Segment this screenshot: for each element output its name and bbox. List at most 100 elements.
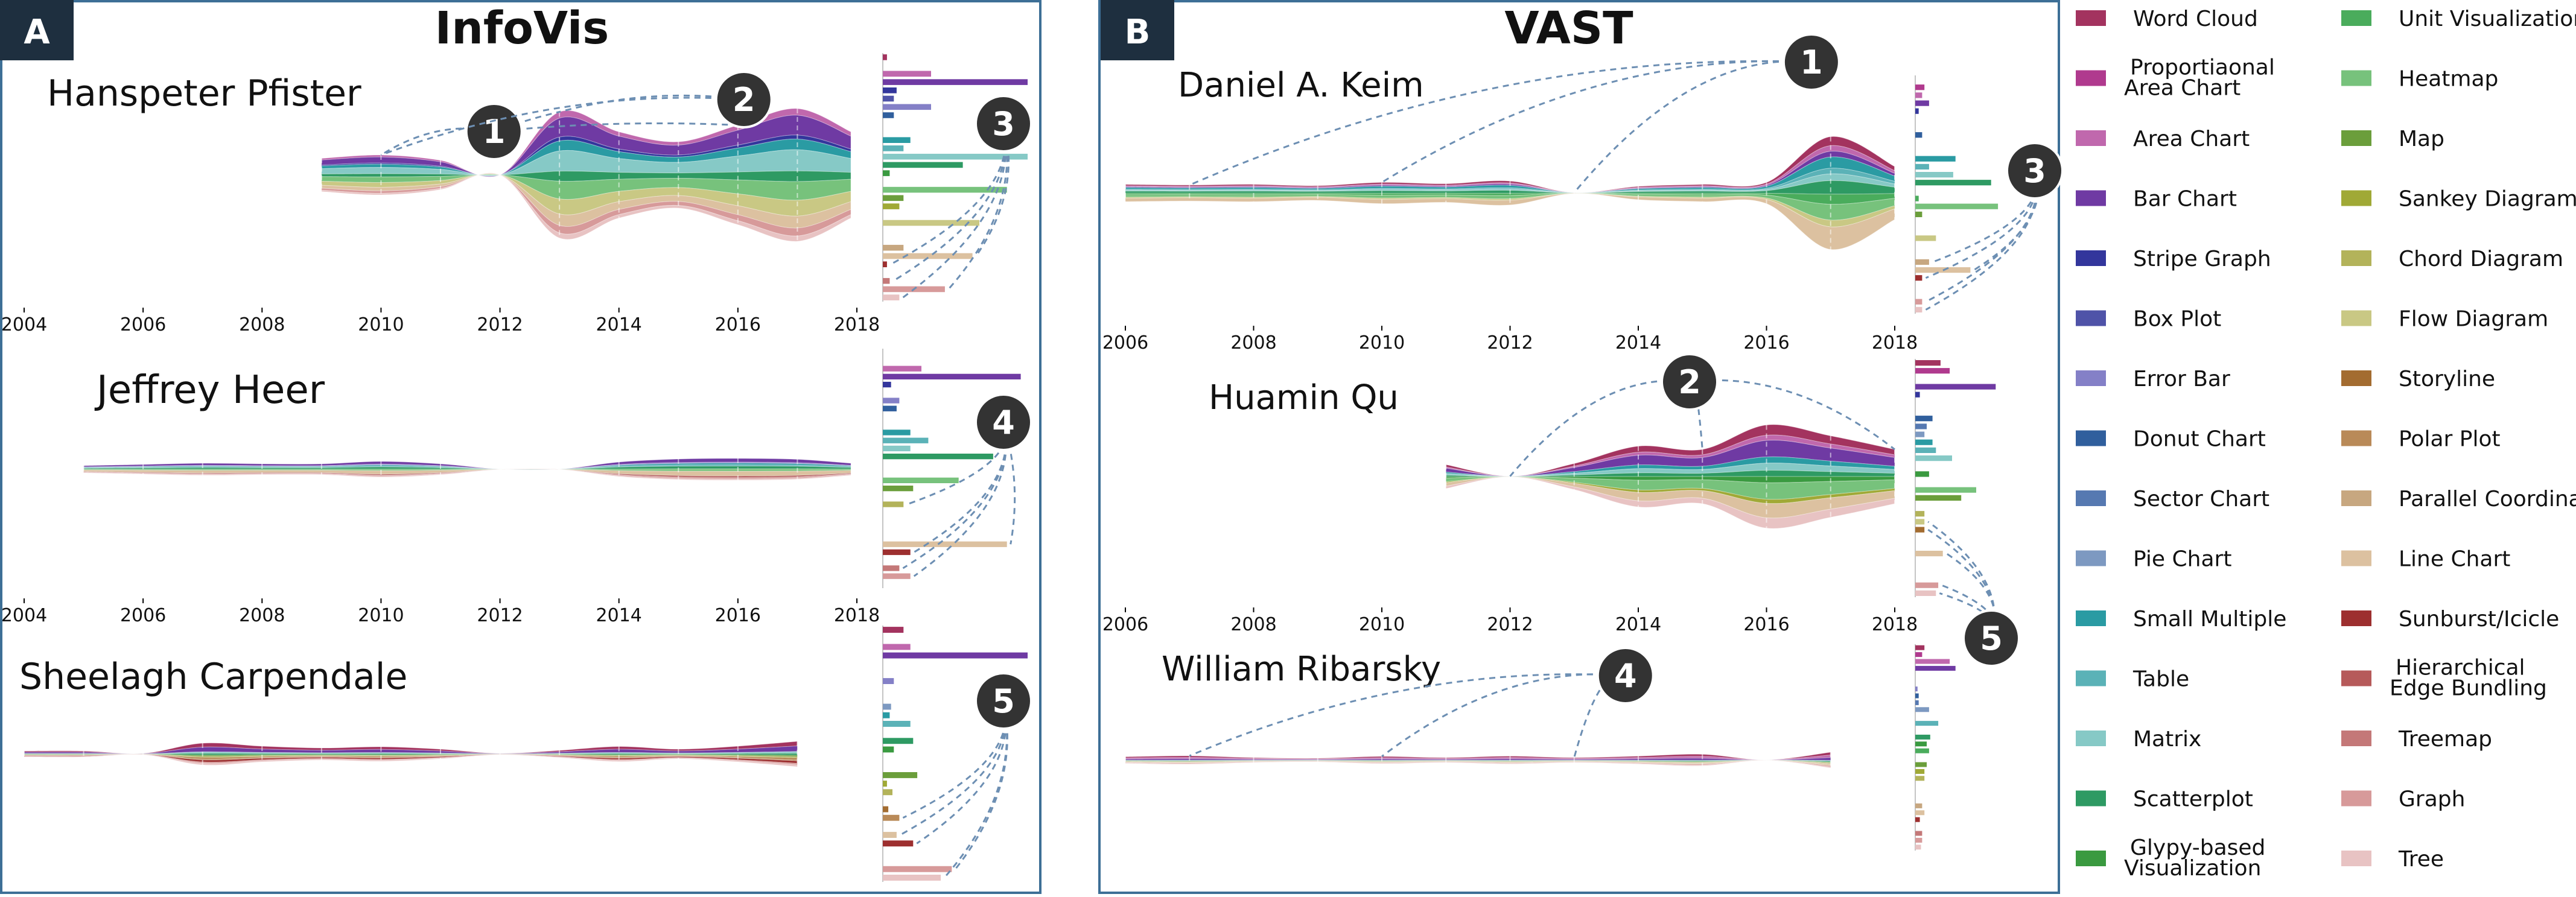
bar-small-multiple — [883, 429, 911, 436]
bar-word-cloud — [1915, 645, 1925, 650]
marker-connector — [1189, 60, 1811, 186]
bar-chord-diagram — [1915, 511, 1925, 517]
bar-proportiaonal-area-chart — [1915, 652, 1922, 658]
marker-connector — [975, 123, 1010, 257]
bar-graph — [1915, 299, 1922, 305]
legend-label: Sankey Diagram — [2399, 187, 2576, 212]
bar-table — [883, 145, 904, 151]
panel-b-frame — [1098, 0, 2060, 894]
bar-table — [1915, 163, 1929, 170]
legend-item-treemap: Treemap — [2341, 727, 2492, 752]
bar-heatmap — [883, 186, 1007, 193]
marker-connector — [913, 422, 1007, 577]
legend-item-tree: Tree — [2341, 847, 2444, 872]
author-row-sheelagh-carpendale: Sheelagh Carpendale 5 — [19, 626, 1032, 882]
legend-swatch — [2076, 430, 2106, 446]
bar-sunburst-icicle — [1915, 275, 1922, 281]
x-tick-label: 2012 — [477, 605, 523, 626]
marker-connector — [1189, 673, 1626, 757]
legend-swatch — [2341, 430, 2371, 446]
bar-sankey-diagram — [1915, 769, 1925, 774]
legend-swatch — [2076, 731, 2106, 746]
x-tick-label: 2018 — [1872, 614, 1918, 635]
legend-label: Word Cloud — [2133, 7, 2258, 31]
bar-box-plot — [883, 95, 894, 102]
legend-label: Line Chart — [2399, 547, 2510, 572]
legend-item-stripe-graph: Stripe Graph — [2076, 247, 2271, 271]
bar-glypy-based-visualization — [883, 746, 894, 753]
legend-swatch — [2341, 851, 2371, 866]
bar-graph — [1915, 837, 1922, 843]
legend-swatch — [2076, 310, 2106, 326]
bar-map — [1915, 495, 1962, 501]
bar-word-cloud — [883, 54, 887, 60]
bar-parallel-coordinate — [1915, 803, 1922, 808]
bar-scatterplot — [883, 738, 914, 744]
annotation-marker-hanspeter-pfister-2 — [714, 71, 773, 128]
author-row-daniel-a-keim: Daniel A. Keim 1 3 — [1125, 33, 2064, 314]
marker-connector — [1573, 60, 1812, 194]
legend-label: Table — [2132, 667, 2189, 692]
bar-bar-chart — [883, 79, 1028, 85]
x-tick-label: 2006 — [120, 314, 166, 335]
legend-item-matrix: Matrix — [2076, 727, 2201, 752]
bar-error-bar — [883, 398, 900, 404]
bar-small-multiple — [1915, 439, 1933, 445]
x-tick-label: 2016 — [715, 314, 761, 335]
bar-word-cloud — [1915, 360, 1941, 366]
bar-area-chart — [883, 71, 931, 77]
legend-swatch — [2076, 550, 2106, 566]
legend-item-parallel-coordinate: Parallel Coordinate — [2341, 487, 2576, 512]
bar-bar-chart — [1915, 100, 1929, 106]
legend-swatch — [2341, 10, 2371, 26]
x-tick-label: 2008 — [1230, 332, 1276, 353]
x-tick-label: 2014 — [1615, 614, 1661, 635]
legend-label: Heatmap — [2399, 67, 2498, 92]
bar-matrix — [883, 445, 911, 452]
x-axis: 2004 2006 2008 2010 2012 2014 2016 2018 — [1, 308, 880, 335]
legend-label: Sector Chart — [2133, 487, 2269, 512]
legend-swatch — [2076, 190, 2106, 206]
x-tick-label: 2014 — [1615, 332, 1661, 353]
legend-swatch — [2076, 610, 2106, 626]
legend-item-sector-chart: Sector Chart — [2076, 487, 2269, 512]
annotation-marker-label-jeffrey-heer-4: 4 — [992, 404, 1015, 442]
bar-graph — [883, 573, 911, 579]
legend-label: Error Bar — [2133, 367, 2230, 391]
marker-connector — [890, 123, 1007, 265]
bar-line-chart — [1915, 810, 1925, 816]
legend-swatch — [2076, 490, 2106, 506]
x-tick-label: 2006 — [120, 605, 166, 626]
annotation-marker-label-hanspeter-pfister-3: 3 — [992, 105, 1015, 143]
legend-label: Treemap — [2398, 727, 2492, 752]
x-tick-label: 2016 — [1743, 332, 1789, 353]
legend-swatch — [2341, 610, 2371, 626]
bar-tree — [1915, 306, 1922, 312]
x-tick-label: 2008 — [1230, 614, 1276, 635]
bar-error-bar — [883, 104, 931, 110]
panel-a-letter: A — [24, 13, 50, 52]
annotation-marker-jeffrey-heer-4 — [975, 393, 1032, 451]
marker-connector — [1381, 60, 1811, 183]
legend-label: Edge Bundling — [2390, 676, 2547, 701]
bar-sankey-diagram — [883, 781, 887, 787]
x-tick-label: 2004 — [1, 605, 47, 626]
bar-proportiaonal-area-chart — [1915, 84, 1925, 90]
author-name: William Ribarsky — [1162, 650, 1441, 689]
author-name: Sheelagh Carpendale — [19, 656, 407, 698]
bar-map — [883, 486, 914, 492]
author-name: Jeffrey Heer — [94, 368, 325, 413]
bar-proportiaonal-area-chart — [1915, 368, 1950, 374]
bar-polar-plot — [883, 814, 900, 821]
panel-a-title: InfoVis — [435, 2, 609, 54]
author-row-jeffrey-heer: Jeffrey Heer 4 — [83, 349, 1032, 588]
annotation-marker-label-huamin-qu-5: 5 — [1980, 620, 2003, 658]
bar-sector-chart — [1915, 423, 1927, 429]
annotation-marker-label-huamin-qu-2: 2 — [1678, 363, 1701, 401]
bar-area-chart — [883, 366, 921, 372]
bar-map — [883, 195, 904, 201]
